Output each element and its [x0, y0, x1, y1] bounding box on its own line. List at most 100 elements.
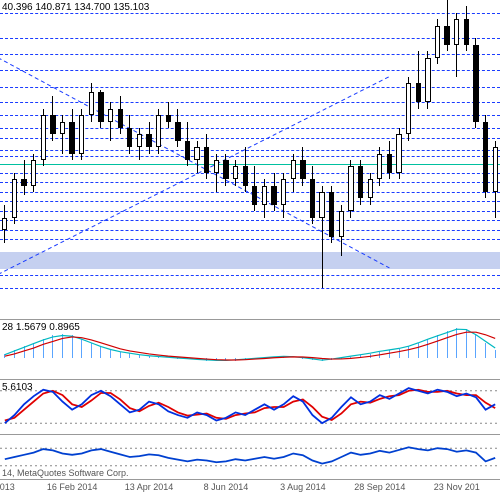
- candle-body: [348, 166, 353, 211]
- macd-histogram-bar: [466, 329, 467, 358]
- macd-histogram-bar: [360, 355, 361, 357]
- macd-histogram-bar: [418, 343, 419, 358]
- candle-body: [358, 166, 363, 198]
- price-level-line: [0, 239, 500, 240]
- price-level-line: [0, 211, 500, 212]
- time-axis: 2013 16 Feb 2014 13 Apr 2014 8 Jun 2014 3 Au…: [0, 480, 500, 500]
- candle-body: [444, 26, 449, 45]
- price-level-line: [0, 201, 500, 202]
- macd-histogram-bar: [254, 358, 255, 360]
- macd-histogram-bar: [100, 346, 101, 357]
- candle-body: [233, 166, 238, 179]
- candle-body: [339, 211, 344, 237]
- macd-histogram-bar: [350, 357, 351, 358]
- price-level-line: [0, 288, 500, 289]
- x-axis-tick: 3 Aug 2014: [280, 482, 326, 492]
- stochastic-panel[interactable]: 5.6103: [0, 380, 500, 435]
- macd-histogram-bar: [33, 343, 34, 358]
- copyright-text: 14, MetaQuotes Software Corp.: [2, 468, 129, 478]
- macd-histogram-bar: [283, 357, 284, 358]
- price-level-line: [0, 115, 500, 116]
- stoch-readout: 5.6103: [2, 382, 33, 393]
- candle-body: [387, 154, 392, 173]
- candle-body: [89, 92, 94, 115]
- price-level-line: [0, 102, 500, 103]
- price-chart-panel[interactable]: 40.396 140.871 134.700 135.103: [0, 0, 500, 320]
- macd-histogram-bar: [341, 358, 342, 359]
- candle-body: [214, 160, 219, 173]
- macd-histogram-bar: [399, 349, 400, 358]
- candle-body: [185, 141, 190, 160]
- x-axis-tick: 8 Jun 2014: [204, 482, 249, 492]
- macd-histogram-bar: [264, 358, 265, 359]
- candle-body: [146, 134, 151, 147]
- macd-readout: 28 1.5679 0.8965: [2, 322, 80, 333]
- candle-body: [252, 186, 257, 205]
- macd-histogram-bar: [91, 343, 92, 358]
- candle-body: [262, 186, 267, 205]
- macd-histogram-bar: [370, 354, 371, 358]
- macd-histogram-bar: [447, 331, 448, 357]
- candle-body: [493, 147, 498, 192]
- candle-body: [31, 160, 36, 186]
- candle-body: [69, 122, 74, 154]
- candle-body: [319, 192, 324, 218]
- candle-body: [368, 179, 373, 198]
- macd-histogram-bar: [331, 358, 332, 360]
- x-axis-tick: 28 Sep 2014: [354, 482, 405, 492]
- candle-body: [406, 83, 411, 134]
- rsi-panel[interactable]: 14, MetaQuotes Software Corp.: [0, 435, 500, 480]
- macd-histogram-bar: [120, 352, 121, 358]
- macd-histogram-bar: [216, 358, 217, 362]
- x-axis-tick: 16 Feb 2014: [47, 482, 98, 492]
- ohlc-readout: 40.396 140.871 134.700 135.103: [2, 2, 149, 13]
- candle-body: [291, 160, 296, 179]
- macd-panel[interactable]: 28 1.5679 0.8965: [0, 320, 500, 380]
- candle-body: [118, 109, 123, 128]
- candle-body: [300, 160, 305, 179]
- price-level-line: [0, 128, 500, 129]
- candle-body: [329, 192, 334, 237]
- macd-histogram-bar: [14, 350, 15, 358]
- candle-body: [21, 179, 26, 185]
- reference-line: [0, 164, 500, 165]
- x-axis-tick: 13 Apr 2014: [125, 482, 174, 492]
- macd-histogram-bar: [225, 358, 226, 362]
- candle-body: [396, 134, 401, 172]
- macd-histogram-bar: [110, 350, 111, 358]
- macd-histogram-bar: [43, 339, 44, 358]
- candle-body: [98, 92, 103, 121]
- candle-body: [127, 128, 132, 147]
- macd-histogram-bar: [389, 350, 390, 358]
- macd-histogram-bar: [62, 334, 63, 358]
- macd-histogram-bar: [177, 358, 178, 359]
- macd-histogram-bar: [437, 335, 438, 358]
- candle-body: [79, 115, 84, 153]
- candle-body: [50, 115, 55, 134]
- candle-body: [483, 122, 488, 192]
- candle-body: [464, 19, 469, 45]
- price-level-line: [0, 192, 500, 193]
- macd-histogram-bar: [495, 350, 496, 358]
- macd-histogram-bar: [379, 352, 380, 358]
- macd-histogram-bar: [456, 328, 457, 358]
- candle-body: [12, 179, 17, 217]
- macd-histogram-bar: [197, 358, 198, 360]
- candle-body: [271, 186, 276, 205]
- price-level-line: [0, 150, 500, 151]
- candle-body: [425, 58, 430, 103]
- candle-body: [223, 160, 228, 179]
- macd-histogram-bar: [235, 358, 236, 361]
- price-level-line: [0, 38, 500, 39]
- price-level-line: [0, 54, 500, 55]
- macd-histogram-bar: [245, 358, 246, 360]
- price-level-line: [0, 230, 500, 231]
- candle-body: [175, 122, 180, 141]
- candle-body: [435, 26, 440, 58]
- candle-body: [194, 147, 199, 160]
- candle-body: [156, 115, 161, 147]
- macd-histogram-bar: [312, 358, 313, 360]
- x-axis-tick: 2013: [0, 482, 15, 492]
- price-level-line: [0, 138, 500, 139]
- macd-histogram-bar: [322, 358, 323, 362]
